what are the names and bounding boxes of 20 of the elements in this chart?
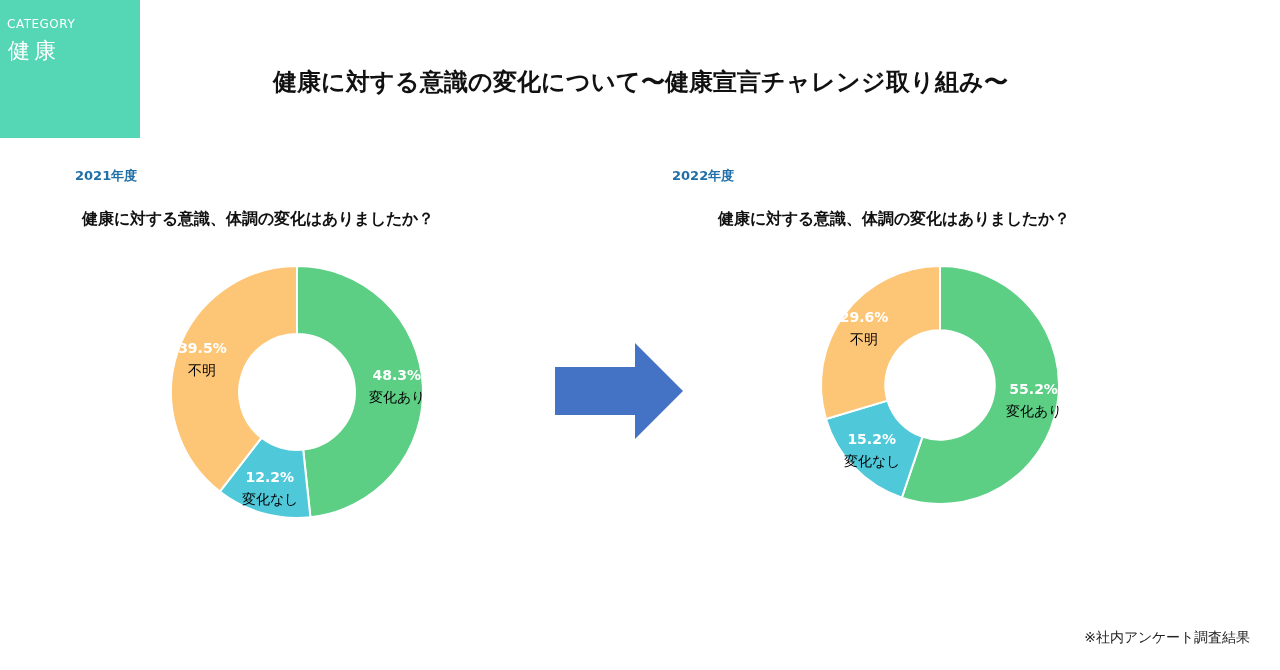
slice-label: 変化なし <box>241 490 298 507</box>
text: 健康に対する意識の変化について〜健康宣言チャレンジ取り組み〜 <box>271 67 1009 98</box>
chart-title: 2021年度 <box>75 167 138 185</box>
slice-label: 不明 <box>849 330 878 347</box>
data-label: 12.2% <box>245 468 294 485</box>
data-label: 39.5% <box>178 340 227 357</box>
data-label: 48.3% <box>372 367 422 384</box>
slice-label: 変化なし <box>843 453 900 470</box>
slice-label: 変化あり <box>1005 403 1062 420</box>
data-label: 29.6% <box>839 308 889 325</box>
text: ※社内アンケート調査結果 <box>1084 629 1250 647</box>
text: 2022年度 <box>672 167 735 185</box>
slice-label: 不明 <box>188 362 217 379</box>
text: 健康 <box>8 37 60 65</box>
chart-subtitle: 健康に対する意識、体調の変化はありましたか？ <box>718 209 1070 230</box>
text: CATEGORY <box>7 17 76 31</box>
slice-label: 変化あり <box>368 389 425 406</box>
data-label: 15.2% <box>847 431 896 448</box>
chart-subtitle: 健康に対する意識、体調の変化はありましたか？ <box>82 209 434 230</box>
data-label: 55.2% <box>1009 381 1058 398</box>
